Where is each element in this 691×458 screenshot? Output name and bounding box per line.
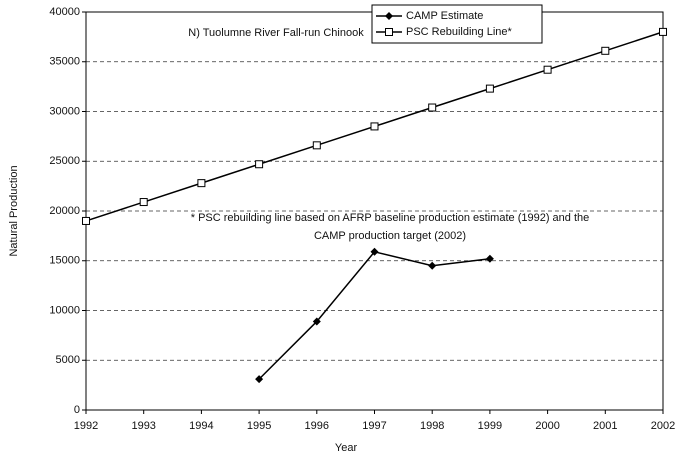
data-point: [370, 247, 379, 256]
data-point: [659, 27, 667, 36]
x-tick-label: 2000: [535, 420, 559, 432]
y-tick-label: 35000: [49, 56, 80, 68]
x-tick-label: 2002: [651, 420, 675, 432]
data-point: [197, 179, 206, 188]
x-tick-label: 2001: [593, 420, 617, 432]
data-point: [370, 122, 379, 131]
x-tick-label: 1998: [420, 420, 444, 432]
legend-label: CAMP Estimate: [406, 10, 483, 22]
data-point: [255, 160, 264, 169]
data-point: [428, 261, 437, 270]
data-point: [255, 375, 264, 384]
y-tick-label: 30000: [49, 105, 80, 117]
data-point: [312, 141, 321, 150]
legend-box: [371, 4, 543, 44]
y-tick-label: 5000: [56, 354, 80, 366]
legend-label: PSC Rebuilding Line*: [406, 26, 513, 38]
legend-marker: [385, 28, 393, 36]
annotation: CAMP production target (2002): [314, 230, 466, 242]
data-point: [82, 216, 90, 225]
data-point: [485, 84, 494, 93]
x-tick-label: 1992: [74, 420, 98, 432]
legend-marker: [385, 12, 393, 20]
data-point: [428, 103, 437, 112]
data-point: [601, 46, 610, 55]
y-tick-label: 0: [74, 404, 80, 416]
y-axis-label: Natural Production: [8, 165, 20, 256]
x-tick-label: 1999: [478, 420, 502, 432]
y-tick-label: 25000: [49, 155, 80, 167]
y-tick-label: 15000: [49, 255, 80, 267]
data-point: [139, 198, 148, 207]
x-axis-label: Year: [335, 442, 358, 454]
x-tick-label: 1994: [189, 420, 213, 432]
x-tick-label: 1993: [131, 420, 155, 432]
annotation: * PSC rebuilding line based on AFRP base…: [191, 212, 590, 224]
x-tick-label: 1996: [305, 420, 329, 432]
data-point: [543, 65, 552, 74]
chart-title: N) Tuolumne River Fall-run Chinook: [188, 27, 364, 39]
y-tick-label: 40000: [49, 6, 80, 18]
x-tick-label: 1995: [247, 420, 271, 432]
y-tick-label: 20000: [49, 205, 80, 217]
data-point: [312, 317, 321, 326]
data-point: [485, 254, 494, 263]
y-tick-label: 10000: [49, 304, 80, 316]
x-tick-label: 1997: [362, 420, 386, 432]
